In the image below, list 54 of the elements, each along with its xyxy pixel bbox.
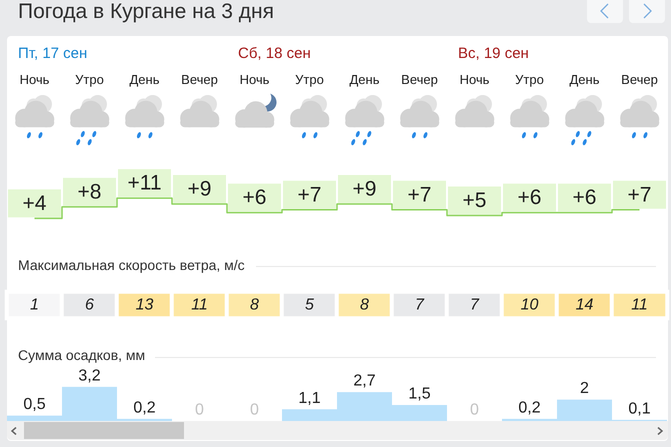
data-label: 8: [250, 296, 260, 314]
x-tick-label: Ночь: [460, 72, 490, 87]
text: Пт, 17 сен: [18, 45, 88, 62]
text: Сб, 18 сен: [238, 45, 311, 62]
data-label: +9: [188, 177, 212, 200]
data-label: 2,7: [353, 372, 376, 390]
data-label: 11: [191, 296, 208, 314]
data-label: +7: [298, 183, 322, 206]
chart-title: Погода в Кургане на 3 дня: [18, 0, 274, 23]
data-label: 7: [470, 296, 480, 314]
data-label: +4: [22, 192, 47, 215]
data-label: 0,1: [628, 400, 651, 418]
data-label: 0,2: [518, 399, 541, 416]
x-tick-label: Вечер: [621, 72, 658, 87]
x-tick-label: День: [130, 72, 160, 87]
data-label: +8: [78, 180, 102, 204]
data-label: 3,2: [78, 367, 101, 384]
data-label: +6: [572, 186, 596, 210]
x-tick-label: Ночь: [20, 72, 50, 87]
data-label: 0: [250, 402, 260, 418]
data-label: 1: [30, 296, 39, 314]
data-label: +11: [127, 172, 162, 195]
data-label: +7: [628, 183, 652, 206]
data-label: 8: [360, 296, 370, 314]
data-label: 10: [520, 296, 538, 314]
text: Вс, 19 сен: [458, 45, 529, 62]
data-label: 6: [85, 296, 94, 314]
data-label: 5: [305, 296, 314, 314]
data-label: 7: [415, 296, 426, 314]
data-label: 0: [195, 402, 204, 418]
x-tick-label: День: [570, 72, 600, 87]
x-tick-label: Ночь: [240, 72, 270, 87]
chart-title: Максимальная скорость ветра, м/с: [18, 257, 245, 273]
data-label: +9: [352, 177, 376, 200]
data-label: 1,5: [408, 385, 431, 402]
data-label: 0: [470, 402, 480, 418]
x-tick-label: Вечер: [181, 72, 218, 87]
data-label: +5: [462, 189, 486, 212]
x-tick-label: Утро: [295, 72, 324, 87]
data-label: 1,1: [298, 390, 321, 407]
data-label: 0,5: [23, 396, 46, 414]
data-label: 11: [631, 296, 648, 314]
x-tick-label: Утро: [515, 72, 544, 87]
data-label: 13: [136, 296, 154, 314]
data-label: +6: [518, 186, 542, 210]
x-tick-label: День: [350, 72, 380, 87]
data-label: +6: [242, 186, 266, 210]
chart-title: Сумма осадков, мм: [18, 347, 146, 363]
x-tick-label: Утро: [75, 72, 104, 87]
data-label: 2: [580, 380, 590, 398]
data-label: 14: [576, 296, 594, 314]
x-tick-label: Вечер: [401, 72, 438, 87]
data-label: +7: [408, 183, 432, 206]
data-label: 0,2: [133, 399, 156, 416]
